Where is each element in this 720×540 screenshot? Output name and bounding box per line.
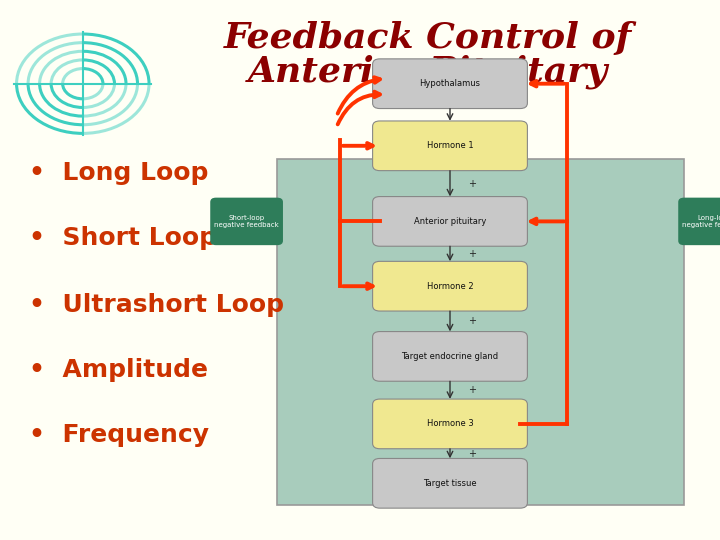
Text: Short-loop
negative feedback: Short-loop negative feedback <box>215 215 279 228</box>
Text: •  Long Loop: • Long Loop <box>29 161 208 185</box>
Text: +: + <box>468 449 476 458</box>
FancyBboxPatch shape <box>277 159 684 505</box>
FancyBboxPatch shape <box>373 399 527 449</box>
Text: Hypothalamus: Hypothalamus <box>420 79 480 88</box>
FancyBboxPatch shape <box>373 197 527 246</box>
FancyBboxPatch shape <box>373 59 527 109</box>
FancyBboxPatch shape <box>210 198 283 245</box>
FancyBboxPatch shape <box>373 332 527 381</box>
Text: +: + <box>468 249 476 259</box>
Text: +: + <box>468 316 476 326</box>
Text: Hormone 3: Hormone 3 <box>427 420 473 428</box>
Text: Hormone 1: Hormone 1 <box>427 141 473 150</box>
Text: Target endocrine gland: Target endocrine gland <box>402 352 498 361</box>
Text: +: + <box>468 385 476 395</box>
Text: •  Short Loop: • Short Loop <box>29 226 217 249</box>
FancyBboxPatch shape <box>373 261 527 311</box>
Text: Target tissue: Target tissue <box>423 479 477 488</box>
Text: •  Frequency: • Frequency <box>29 423 209 447</box>
Text: •  Ultrashort Loop: • Ultrashort Loop <box>29 293 284 317</box>
Text: Long-loop
negative feedback: Long-loop negative feedback <box>683 215 720 228</box>
Text: Feedback Control of: Feedback Control of <box>225 21 632 55</box>
FancyBboxPatch shape <box>373 458 527 508</box>
FancyBboxPatch shape <box>373 121 527 171</box>
FancyBboxPatch shape <box>678 198 720 245</box>
Text: Anterior Pituitary: Anterior Pituitary <box>248 54 608 89</box>
Text: Hormone 2: Hormone 2 <box>427 282 473 291</box>
Text: Anterior pituitary: Anterior pituitary <box>414 217 486 226</box>
Text: •  Amplitude: • Amplitude <box>29 358 208 382</box>
Text: +: + <box>468 179 476 188</box>
